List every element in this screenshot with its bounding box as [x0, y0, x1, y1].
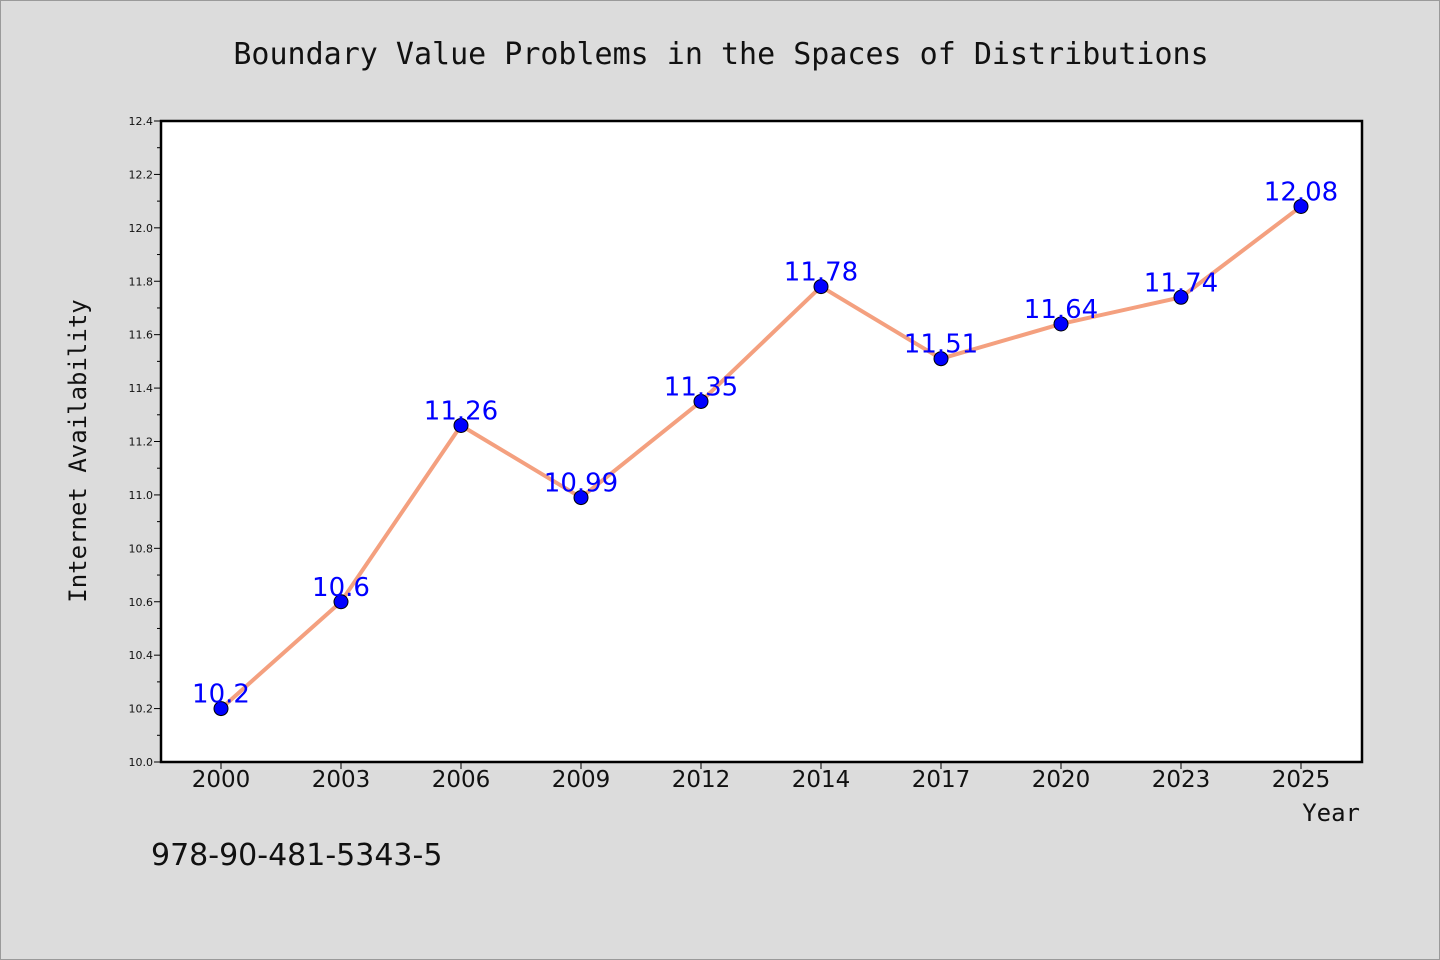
x-tick-label: 2009 [552, 767, 611, 793]
y-tick-label: 11.2 [129, 436, 154, 449]
y-tick-label: 12.4 [129, 115, 154, 128]
chart-title: Boundary Value Problems in the Spaces of… [233, 37, 1208, 72]
data-point [933, 351, 949, 367]
x-tick-label: 2014 [792, 767, 851, 793]
isbn-text: 978-90-481-5343-5 [151, 838, 442, 873]
data-label: 11.26 [424, 396, 498, 426]
data-point [1053, 316, 1069, 332]
y-tick-label: 10.0 [129, 756, 154, 769]
data-label: 11.51 [904, 330, 978, 360]
data-point [813, 279, 829, 295]
x-axis-label: Year [1302, 799, 1360, 827]
data-label: 11.64 [1024, 295, 1098, 325]
data-label: 10.6 [312, 573, 370, 603]
data-labels-group: 10.2 10.6 11.26 10.99 11.35 11.78 11.51 11.64 11… [192, 177, 1338, 709]
y-tick-label: 12.0 [129, 222, 154, 235]
series-line [219, 204, 1303, 711]
data-point [453, 417, 469, 433]
series-points-group [213, 198, 1309, 717]
x-tick-label: 2025 [1272, 767, 1331, 793]
y-tick-label: 10.4 [129, 649, 154, 662]
data-point [693, 393, 709, 409]
y-axis-ticks: 10.0 10.2 10.4 10.6 10.8 11.0 11.2 11.4 11.6 11.8… [129, 115, 161, 769]
data-label: 10.2 [192, 680, 250, 710]
y-tick-label: 10.8 [129, 542, 154, 555]
y-tick-label: 11.6 [129, 329, 154, 342]
y-tick-label: 11.8 [129, 275, 154, 288]
data-label: 11.74 [1144, 268, 1218, 298]
data-point [573, 490, 589, 506]
data-point [213, 701, 229, 717]
x-tick-label: 2020 [1032, 767, 1091, 793]
y-tick-label: 11.4 [129, 382, 154, 395]
y-tick-label: 10.6 [129, 596, 154, 609]
data-label: 10.99 [544, 469, 618, 499]
y-tick-label: 10.2 [129, 703, 154, 716]
x-tick-label: 2003 [312, 767, 371, 793]
plot-border [159, 119, 1364, 764]
y-axis-label: Internet Availability [64, 299, 92, 602]
series-line-group [219, 204, 1303, 711]
data-label: 12.08 [1264, 177, 1338, 207]
data-point [1173, 289, 1189, 305]
x-tick-label: 2017 [912, 767, 971, 793]
x-tick-label: 2006 [432, 767, 491, 793]
data-point [1293, 198, 1309, 214]
data-point [333, 594, 349, 610]
y-tick-label: 11.0 [129, 489, 154, 502]
plot-area [161, 121, 1362, 762]
x-axis-ticks: 2000 2003 2006 2009 2012 2014 2017 2020 2023 2025 [192, 762, 1331, 793]
x-tick-label: 2000 [192, 767, 251, 793]
y-tick-label: 12.2 [129, 168, 154, 181]
data-label: 11.35 [664, 372, 738, 402]
x-tick-label: 2023 [1152, 767, 1211, 793]
data-label: 11.78 [784, 258, 858, 288]
x-tick-label: 2012 [672, 767, 731, 793]
